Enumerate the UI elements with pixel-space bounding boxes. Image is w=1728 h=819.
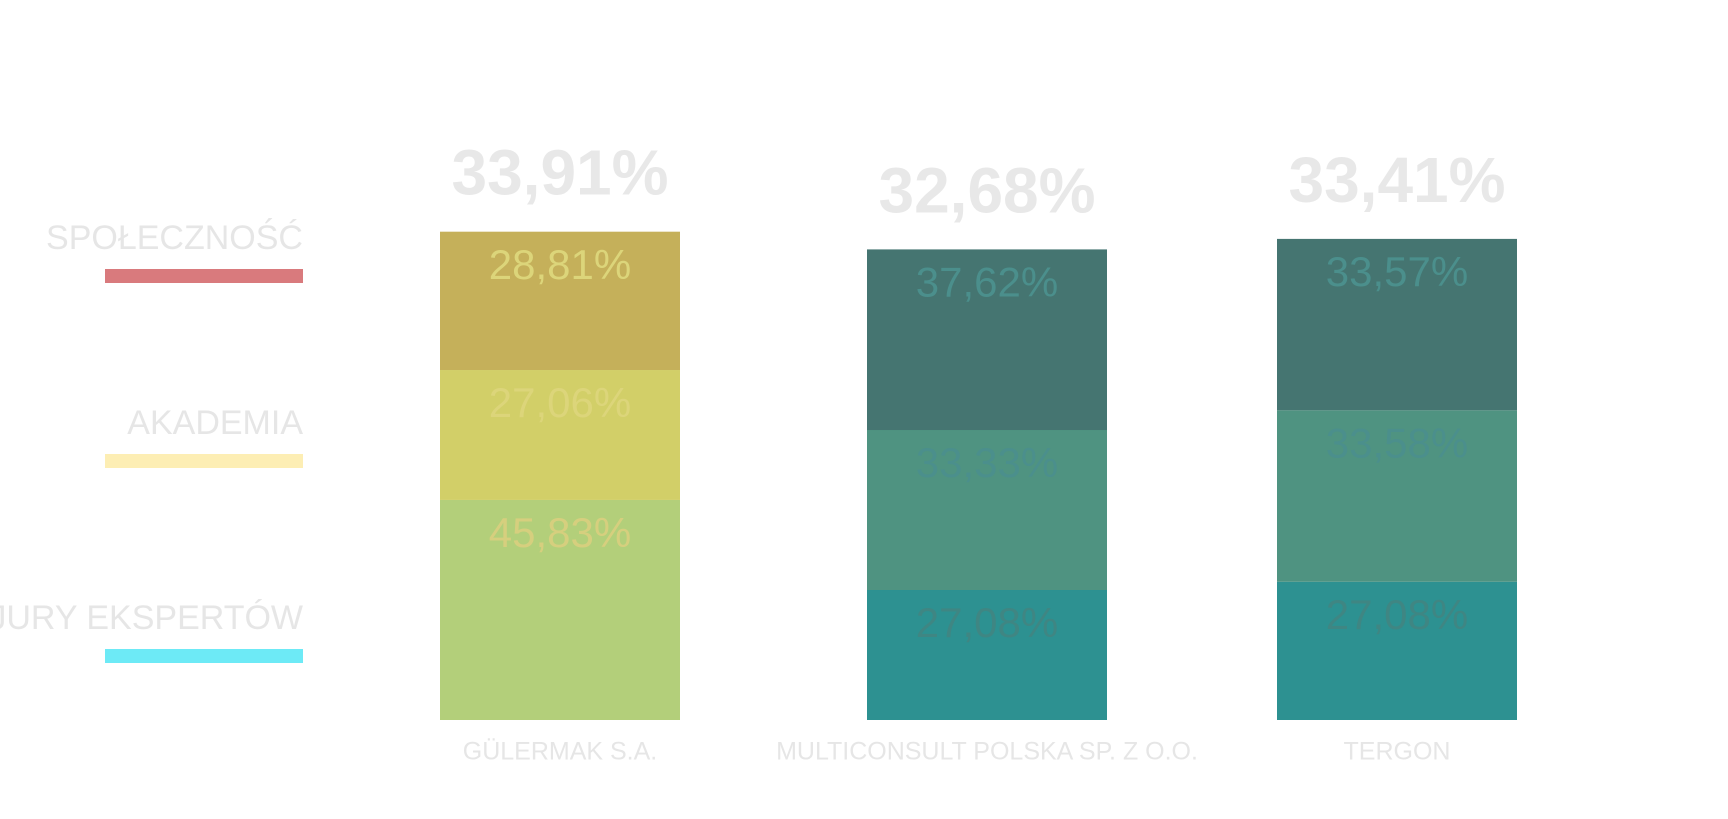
total-label: 32,68% [878,154,1095,226]
legend-swatch [105,269,303,283]
segment-label: 33,33% [916,439,1058,486]
category-label: TERGON [1344,738,1451,766]
total-label: 33,41% [1288,144,1505,216]
category-label: GÜLERMAK S.A. [463,738,658,766]
legend-swatch [105,454,303,468]
legend-label: SPOŁECZNOŚĆ [46,218,303,257]
bar-segment [867,590,1107,720]
bar-segment [867,430,1107,591]
total-label: 33,91% [451,137,668,209]
bar-segment [1277,410,1517,582]
segment-label: 27,08% [916,599,1058,646]
category-label: MULTICONSULT POLSKA SP. Z O.O. [776,738,1198,766]
bar-segment [867,249,1107,431]
legend-label: JURY EKSPERTÓW [0,599,303,637]
segment-label: 33,58% [1326,419,1468,466]
bar-segment [440,370,680,500]
legend-swatch [105,649,303,663]
segment-label: 45,83% [489,509,631,556]
bar-segment [440,231,680,371]
segment-label: 33,57% [1326,248,1468,295]
bar-segment [1277,238,1517,411]
legend-label: AKADEMIA [127,404,303,442]
segment-label: 27,08% [1326,591,1468,638]
segment-label: 27,06% [489,379,631,426]
segment-label: 37,62% [916,259,1058,306]
segment-label: 28,81% [489,241,631,288]
bar-segment [440,499,680,720]
bar-segment [1277,581,1517,720]
